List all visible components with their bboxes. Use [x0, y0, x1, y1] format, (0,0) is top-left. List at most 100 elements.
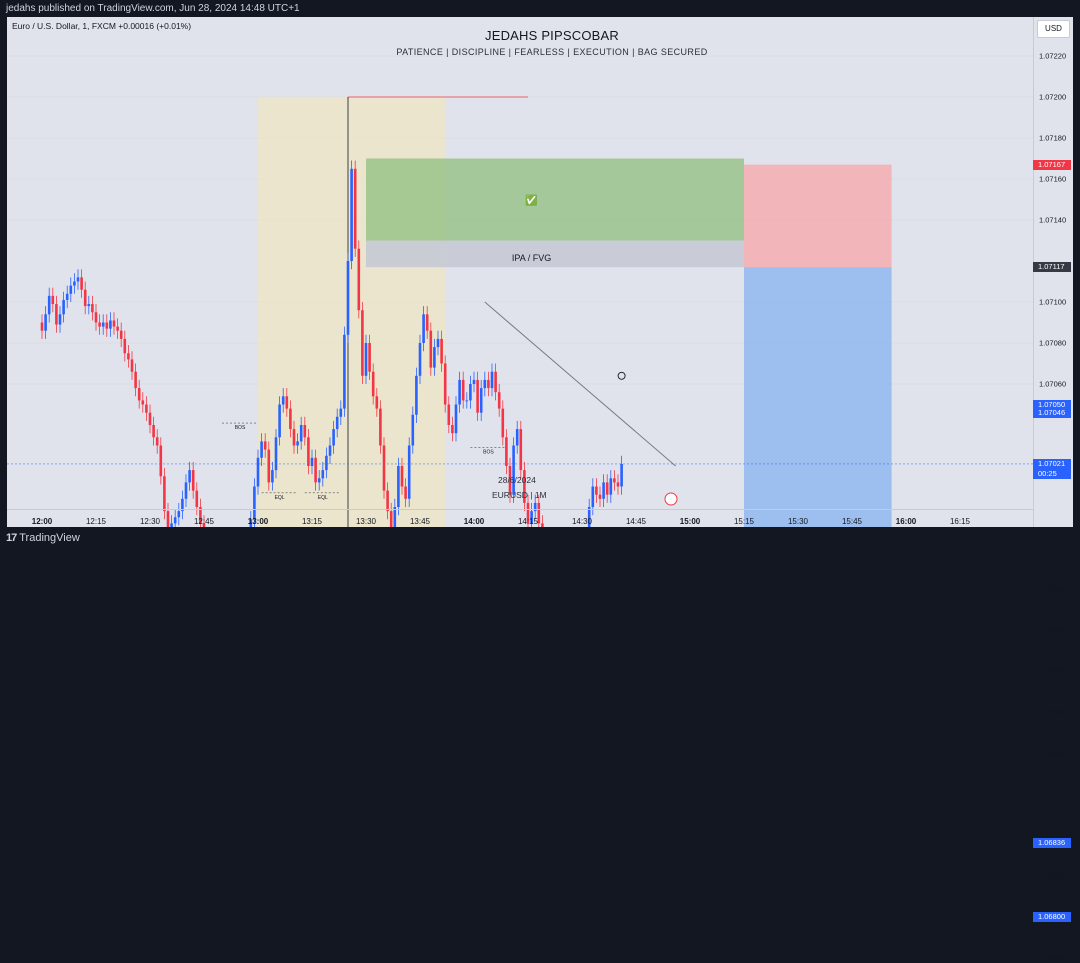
price-tick: 1.06880	[1039, 748, 1067, 758]
price-tick: 1.07100	[1039, 297, 1067, 307]
candle-body	[523, 470, 526, 503]
candle-body	[519, 429, 523, 471]
candle-body	[267, 449, 271, 483]
candle-body	[40, 322, 44, 331]
candle-body	[127, 353, 130, 360]
candle-body	[429, 330, 433, 368]
lightning-icon	[664, 492, 678, 506]
candle-body	[397, 466, 400, 507]
candle-body	[260, 441, 263, 458]
candle-body	[609, 478, 613, 495]
trendline	[484, 301, 676, 467]
candle-body	[55, 304, 58, 325]
brand-text: TradingView	[19, 532, 80, 544]
candle-body	[73, 281, 76, 286]
candle-body	[415, 375, 418, 415]
candle-body	[433, 347, 436, 368]
bos-label: BOS	[483, 450, 494, 456]
candle-body	[371, 371, 375, 397]
candle-body	[497, 392, 501, 409]
time-tick: 14:30	[571, 517, 593, 526]
candle-body	[296, 441, 299, 446]
take-profit-zone	[744, 267, 892, 527]
currency-button[interactable]: USD	[1037, 20, 1070, 38]
candle-body	[101, 322, 105, 327]
price-tag-value: 1.07117	[1038, 262, 1065, 272]
candle-body	[512, 445, 515, 495]
time-tick: 13:00	[247, 517, 269, 526]
time-tick: 15:15	[733, 517, 755, 526]
time-tick: 14:45	[625, 517, 647, 526]
price-tag: 1.06836	[1033, 838, 1071, 849]
candle-body	[177, 511, 181, 518]
chart-area[interactable]: IPA / FVG✅BOSBOSBOSBOSEQLEQLEQL Euro / U…	[7, 17, 1073, 963]
candle-body	[361, 310, 364, 376]
tv-mark-icon: 17	[6, 532, 17, 544]
price-tick: 1.06900	[1039, 707, 1067, 717]
candle-body	[109, 320, 112, 329]
candle-body	[116, 326, 119, 331]
time-tick: 13:15	[301, 517, 323, 526]
candle-body	[418, 343, 422, 376]
candle-body	[199, 507, 202, 524]
candle-body	[411, 414, 415, 446]
time-tick: 15:00	[679, 517, 701, 526]
candle-body	[591, 486, 595, 507]
candle-body	[271, 470, 274, 483]
price-tag-value: 1.06800	[1038, 912, 1066, 921]
candle-body	[490, 371, 494, 389]
candle-body	[335, 416, 339, 430]
candle-body	[483, 379, 487, 389]
time-tick: 13:45	[409, 517, 431, 526]
time-tick: 14:15	[517, 517, 539, 526]
time-tick: 12:45	[193, 517, 215, 526]
candle-body	[461, 379, 465, 401]
price-tag: 1.06800	[1033, 912, 1071, 922]
candle-body	[530, 511, 533, 524]
candle-body	[317, 478, 321, 483]
candle-body	[440, 338, 443, 364]
price-tick: 1.06920	[1039, 666, 1067, 676]
candle-body	[253, 486, 256, 520]
price-tick: 1.06940	[1039, 625, 1067, 635]
price-tick: 1.07160	[1039, 174, 1067, 184]
candle-body	[76, 277, 80, 282]
candle-body	[393, 507, 397, 527]
eql-label: EQL	[275, 495, 285, 501]
footer-date: 28/6/2024	[498, 475, 536, 485]
price-chart[interactable]: IPA / FVG✅BOSBOSBOSBOSEQLEQLEQL	[7, 17, 1073, 527]
tradingview-logo[interactable]: 17 TradingView	[6, 532, 80, 545]
candle-body	[62, 299, 65, 315]
alert-icon	[617, 371, 626, 380]
candle-body	[44, 314, 47, 331]
price-tick: 1.07140	[1039, 215, 1067, 225]
price-tick: 1.07220	[1039, 51, 1067, 61]
bottom-bar: 17 TradingView	[0, 527, 1080, 550]
candle-body	[170, 523, 173, 527]
candle-body	[155, 437, 159, 446]
candle-body	[476, 379, 479, 413]
candle-body	[454, 404, 458, 434]
candle-body	[195, 490, 199, 507]
price-tick: 1.07180	[1039, 133, 1067, 143]
time-axis[interactable]	[7, 509, 1033, 528]
candle-body	[202, 523, 206, 527]
candle-body	[404, 486, 407, 499]
symbol-info: Euro / U.S. Dollar, 1, FXCM +0.00016 (+0…	[12, 21, 192, 31]
candle-body	[314, 457, 317, 483]
candle-body	[87, 304, 91, 307]
candle-body	[458, 379, 461, 405]
candle-body	[134, 371, 137, 389]
candle-body	[425, 314, 429, 331]
candle-body	[281, 396, 285, 405]
candle-body	[479, 388, 483, 413]
time-tick: 15:30	[787, 517, 809, 526]
price-tag-value: 1.06836	[1038, 838, 1066, 848]
time-tick: 12:15	[85, 517, 107, 526]
candle-body	[386, 490, 389, 512]
zone-label: IPA / FVG	[512, 253, 551, 263]
check-icon: ✅	[525, 194, 537, 207]
candle-body	[382, 445, 386, 491]
candle-body	[159, 445, 163, 477]
candle-body	[400, 466, 404, 487]
